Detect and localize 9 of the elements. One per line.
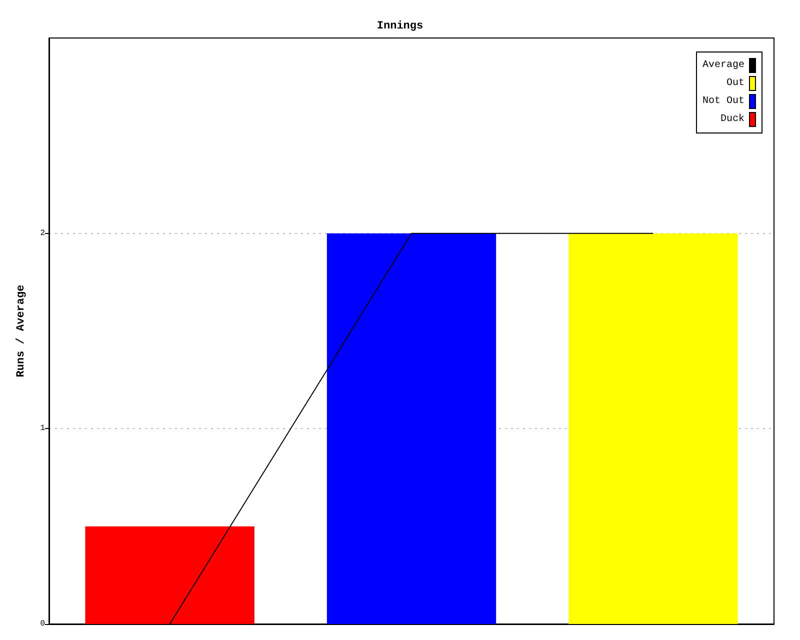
chart-title: Innings	[376, 20, 424, 32]
legend-label: Not Out	[702, 96, 744, 107]
legend-label: Duck	[720, 113, 744, 125]
legend-label: Out	[726, 78, 744, 89]
legend-label: Average	[702, 60, 744, 71]
y-axis-title: Runs / Average	[16, 284, 28, 378]
y-tick-label: 1	[40, 424, 46, 434]
y-tick-label: 0	[40, 620, 46, 628]
y-tick-label: 2	[40, 228, 46, 238]
